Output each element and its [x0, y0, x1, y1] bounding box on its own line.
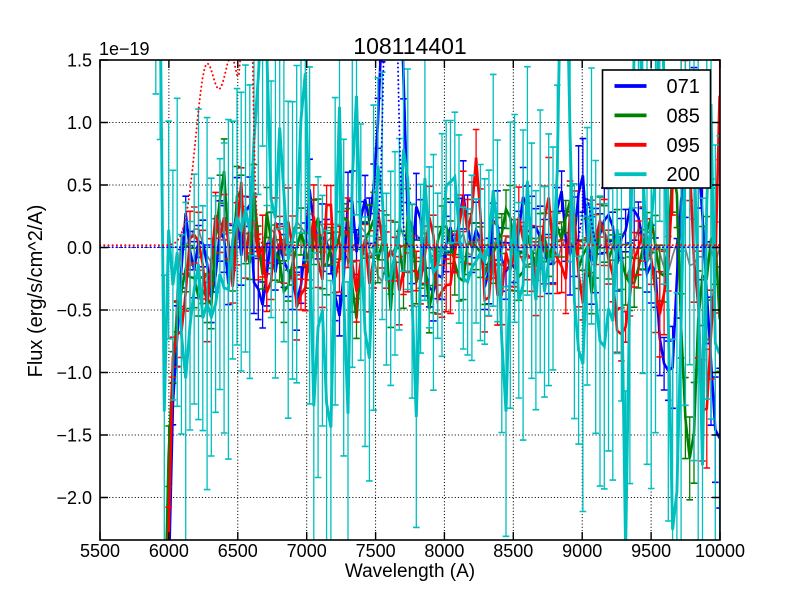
- svg-text:095: 095: [667, 135, 700, 157]
- svg-text:−1.5: −1.5: [56, 426, 92, 446]
- svg-text:085: 085: [667, 105, 700, 127]
- svg-text:0.0: 0.0: [67, 238, 92, 258]
- svg-text:9500: 9500: [631, 541, 671, 561]
- svg-text:Wavelength (A): Wavelength (A): [345, 561, 475, 582]
- svg-text:−2.0: −2.0: [56, 488, 92, 508]
- svg-text:5500: 5500: [80, 541, 120, 561]
- svg-text:071: 071: [667, 76, 700, 98]
- svg-text:1.0: 1.0: [67, 113, 92, 133]
- svg-text:8000: 8000: [424, 541, 464, 561]
- svg-text:Flux (erg/s/cm^2/A): Flux (erg/s/cm^2/A): [25, 205, 47, 378]
- svg-text:6000: 6000: [149, 541, 189, 561]
- svg-text:108114401: 108114401: [353, 33, 466, 59]
- svg-text:−0.5: −0.5: [56, 301, 92, 321]
- svg-text:10000: 10000: [695, 541, 745, 561]
- svg-text:1.5: 1.5: [67, 51, 92, 71]
- svg-text:−1.0: −1.0: [56, 363, 92, 383]
- svg-text:8500: 8500: [493, 541, 533, 561]
- svg-text:9000: 9000: [562, 541, 602, 561]
- svg-text:200: 200: [667, 164, 700, 186]
- svg-text:0.5: 0.5: [67, 176, 92, 196]
- svg-text:1e−19: 1e−19: [99, 39, 150, 59]
- svg-text:6500: 6500: [218, 541, 258, 561]
- svg-text:7500: 7500: [356, 541, 396, 561]
- svg-text:7000: 7000: [287, 541, 327, 561]
